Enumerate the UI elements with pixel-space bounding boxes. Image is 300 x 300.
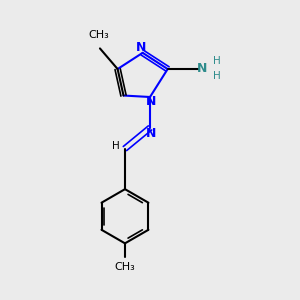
Text: H: H bbox=[213, 71, 221, 81]
Text: N: N bbox=[136, 41, 146, 54]
Text: CH₃: CH₃ bbox=[88, 30, 109, 40]
Text: N: N bbox=[197, 62, 207, 75]
Text: H: H bbox=[213, 56, 221, 66]
Text: N: N bbox=[146, 127, 157, 140]
Text: H: H bbox=[112, 141, 119, 151]
Text: CH₃: CH₃ bbox=[115, 262, 135, 272]
Text: N: N bbox=[146, 95, 157, 108]
